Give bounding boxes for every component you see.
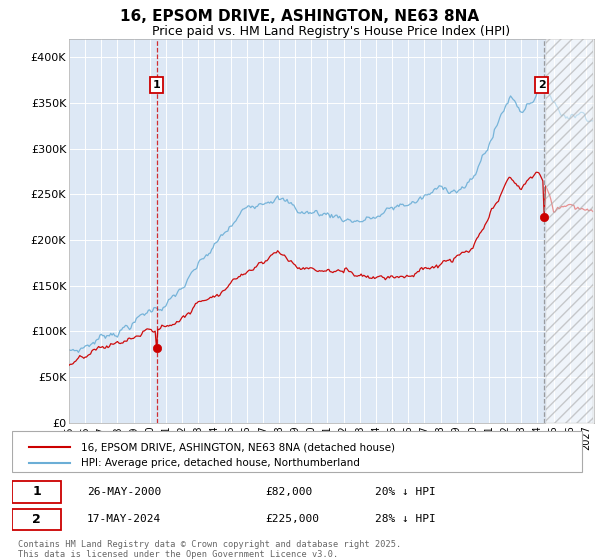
- Text: £225,000: £225,000: [265, 514, 319, 524]
- FancyBboxPatch shape: [12, 431, 582, 472]
- Text: HPI: Average price, detached house, Northumberland: HPI: Average price, detached house, Nort…: [81, 458, 360, 468]
- Text: 17-MAY-2024: 17-MAY-2024: [87, 514, 161, 524]
- Text: 2: 2: [538, 80, 545, 90]
- Text: 26-MAY-2000: 26-MAY-2000: [87, 487, 161, 497]
- Text: 28% ↓ HPI: 28% ↓ HPI: [375, 514, 436, 524]
- Text: 1: 1: [152, 80, 160, 90]
- FancyBboxPatch shape: [12, 508, 61, 530]
- Text: 1: 1: [32, 485, 41, 498]
- FancyBboxPatch shape: [12, 481, 61, 503]
- Text: 2: 2: [32, 513, 41, 526]
- Text: Contains HM Land Registry data © Crown copyright and database right 2025.
This d: Contains HM Land Registry data © Crown c…: [18, 540, 401, 559]
- Title: Price paid vs. HM Land Registry's House Price Index (HPI): Price paid vs. HM Land Registry's House …: [152, 25, 511, 38]
- Text: 20% ↓ HPI: 20% ↓ HPI: [375, 487, 436, 497]
- Text: 16, EPSOM DRIVE, ASHINGTON, NE63 8NA (detached house): 16, EPSOM DRIVE, ASHINGTON, NE63 8NA (de…: [81, 442, 395, 452]
- Text: 16, EPSOM DRIVE, ASHINGTON, NE63 8NA: 16, EPSOM DRIVE, ASHINGTON, NE63 8NA: [121, 9, 479, 24]
- Text: £82,000: £82,000: [265, 487, 313, 497]
